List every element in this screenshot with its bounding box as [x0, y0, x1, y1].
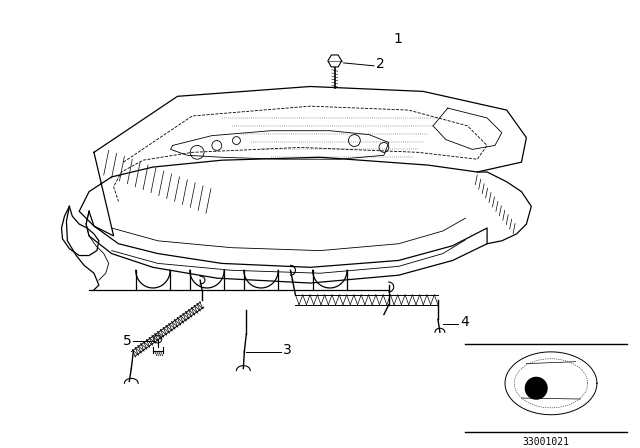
Text: 3: 3 [283, 343, 291, 357]
Text: 2: 2 [376, 57, 385, 71]
Circle shape [525, 377, 547, 399]
Text: 1: 1 [394, 32, 403, 46]
Text: 33001021: 33001021 [522, 437, 570, 448]
Text: 4: 4 [461, 315, 469, 329]
Text: 5: 5 [122, 334, 131, 348]
